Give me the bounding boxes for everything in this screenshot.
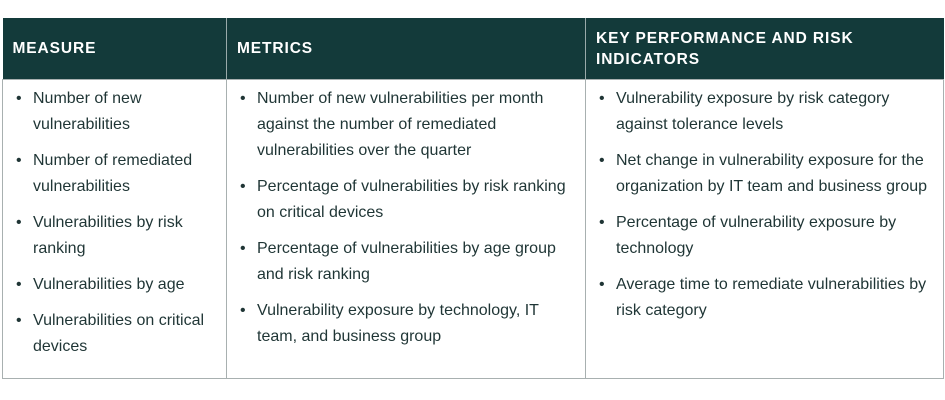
- list-item: Average time to remediate vulnerabilitie…: [596, 272, 933, 324]
- list-item: Number of new vulnerabilities per month …: [237, 86, 575, 164]
- list-item: Percentage of vulnerabilities by age gro…: [237, 236, 575, 288]
- list-item: Vulnerabilities by risk ranking: [13, 210, 216, 262]
- header-kpi-kri: KEY PERFORMANCE AND RISK INDICATORS: [585, 18, 944, 80]
- list-item: Percentage of vulnerabilities by risk ra…: [237, 174, 575, 226]
- header-measure: MEASURE: [2, 18, 227, 80]
- list-item: Number of remediated vulnerabilities: [13, 148, 216, 200]
- list-item: Vulnerability exposure by technology, IT…: [237, 298, 575, 350]
- measures-table: MEASURE METRICS KEY PERFORMANCE AND RISK…: [2, 18, 944, 379]
- header-row: MEASURE METRICS KEY PERFORMANCE AND RISK…: [2, 18, 944, 80]
- metrics-cell: Number of new vulnerabilities per month …: [226, 79, 586, 379]
- bullet-list: Number of new vulnerabilities Number of r…: [13, 86, 216, 360]
- table-row: Number of new vulnerabilities Number of r…: [2, 79, 944, 379]
- indicators-cell: Vulnerability exposure by risk category …: [585, 79, 944, 379]
- list-item: Vulnerabilities by age: [13, 272, 216, 298]
- measure-cell: Number of new vulnerabilities Number of r…: [2, 79, 227, 379]
- list-item: Percentage of vulnerability exposure by …: [596, 210, 933, 262]
- bullet-list: Number of new vulnerabilities per month …: [237, 86, 575, 350]
- list-item: Number of new vulnerabilities: [13, 86, 216, 138]
- list-item: Vulnerabilities on critical devices: [13, 308, 216, 360]
- list-item: Vulnerability exposure by risk category …: [596, 86, 933, 138]
- list-item: Net change in vulnerability exposure for…: [596, 148, 933, 200]
- bullet-list: Vulnerability exposure by risk category …: [596, 86, 933, 324]
- header-metrics: METRICS: [226, 18, 586, 80]
